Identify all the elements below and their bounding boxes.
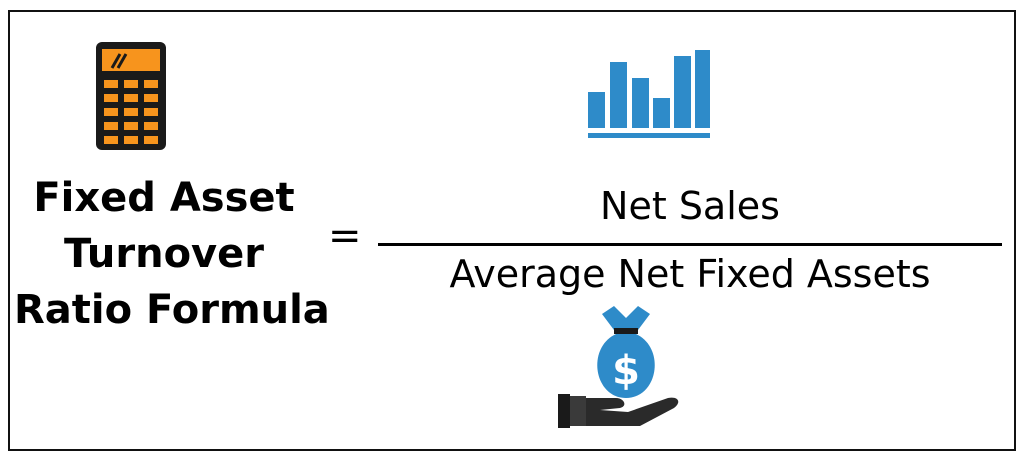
calculator-icon [96,42,166,150]
formula-title: Fixed Asset Turnover Ratio Formula [14,170,330,338]
money-bag-hand-icon: $ [558,306,679,428]
title-line-3: Ratio Formula [14,287,330,333]
diagram-frame [8,10,1016,451]
title-line-1: Fixed Asset [33,175,295,221]
equals-sign: = [328,213,362,259]
denominator-text: Average Net Fixed Assets [449,252,931,296]
bar-chart-icon [588,50,710,138]
svg-text:$: $ [612,348,640,394]
title-line-2: Turnover [64,231,264,277]
numerator-text: Net Sales [600,184,780,228]
fraction-line [378,243,1002,246]
